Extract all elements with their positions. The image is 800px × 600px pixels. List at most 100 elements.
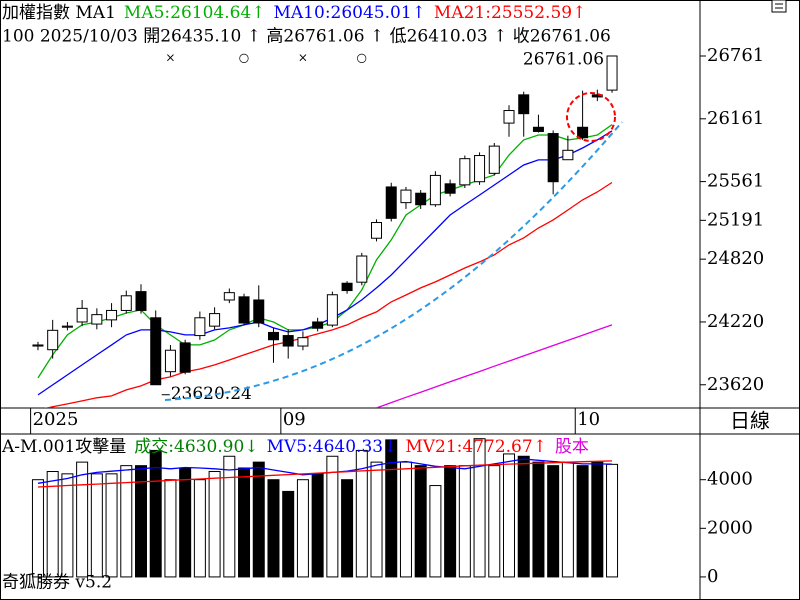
volume-bar xyxy=(135,465,147,578)
y-tick-label: 4000 xyxy=(707,469,753,490)
candle-body xyxy=(282,335,294,347)
candle-body xyxy=(518,94,530,115)
moving-average xyxy=(43,181,613,408)
window-button[interactable] xyxy=(771,0,787,13)
annotation: 26761.06 xyxy=(523,49,604,69)
volume-bar xyxy=(267,479,280,578)
signal: ○ xyxy=(357,51,367,65)
legend-entry: MA5:26104.64 xyxy=(124,3,251,23)
volume-bar xyxy=(311,473,324,578)
volume-bar xyxy=(444,465,457,578)
volume-bar xyxy=(591,461,604,578)
signal: × xyxy=(165,51,175,65)
x-tick-label: 10 xyxy=(577,409,600,430)
legend-entry: 股本 xyxy=(555,437,589,457)
volume-bar xyxy=(341,479,354,578)
drawings xyxy=(164,92,623,401)
candle-body xyxy=(135,291,147,311)
legend-entry: MV5:4640.33 xyxy=(267,437,384,457)
candle-body xyxy=(488,145,500,174)
candle-body xyxy=(341,282,353,292)
y-tick-label: 0 xyxy=(707,566,718,587)
volume-bar xyxy=(252,461,265,578)
volume-bar xyxy=(120,465,133,578)
y-tick-label: 2000 xyxy=(707,517,753,538)
candle-body xyxy=(47,329,59,351)
candle-body xyxy=(503,110,515,124)
annotation: 23620.24 xyxy=(171,384,252,404)
candle-body xyxy=(76,307,88,323)
candle-body xyxy=(532,126,544,132)
y-tick-label: 25561 xyxy=(707,171,764,192)
volume-bar xyxy=(90,473,103,578)
y-tick-label: 24820 xyxy=(707,248,764,269)
volume-bar xyxy=(296,479,309,578)
volume-bar xyxy=(532,461,545,578)
candle-body xyxy=(209,313,221,327)
volume-bar xyxy=(399,461,412,578)
candle-body xyxy=(91,314,103,325)
volume-bar xyxy=(208,471,221,578)
legend-entry: MV21:4772.67 xyxy=(405,437,532,457)
y-tick-label: 23620 xyxy=(707,374,764,395)
candle-body xyxy=(474,155,486,183)
candle-body xyxy=(312,321,324,329)
volume-bar xyxy=(179,467,192,578)
axes: 2025 09 10 26761 26161 25561 25191 24820 24220 23… xyxy=(30,45,764,587)
candle-body xyxy=(415,192,427,206)
candle-body xyxy=(444,183,456,194)
candle-body xyxy=(400,189,412,204)
volume-bar xyxy=(606,463,619,578)
volume-bar xyxy=(561,461,574,578)
candle-body xyxy=(253,299,265,324)
x-tick-label: 2025 xyxy=(33,409,79,430)
legend-entry: MA21:25552.59 xyxy=(434,3,572,23)
volume-bar xyxy=(355,449,368,578)
header-title: A-M.001攻擊量 xyxy=(1,437,126,457)
volume-bar xyxy=(46,471,59,578)
volume-bar xyxy=(503,453,515,578)
volume-bar xyxy=(370,461,383,578)
candle-body xyxy=(32,344,44,347)
headers: 加權指數 MA1 MA5:26104.64↑ MA10:26045.01↑ MA21:… xyxy=(1,3,611,457)
volume-bar xyxy=(223,455,236,578)
legend-arrow: ↓ xyxy=(383,437,397,457)
volume-bar xyxy=(105,473,118,578)
candle-body xyxy=(606,55,618,91)
moving-average xyxy=(37,124,613,379)
x-tick-label: 09 xyxy=(283,409,306,430)
candle-body xyxy=(385,186,397,219)
candle-body xyxy=(179,342,191,373)
candle-body xyxy=(562,149,574,161)
volume-average xyxy=(37,460,613,488)
legend-arrow: ↑ xyxy=(412,3,426,23)
candle-body xyxy=(164,349,176,373)
volume-bar xyxy=(473,438,486,578)
volume-bar xyxy=(164,479,177,578)
candle-body xyxy=(459,158,471,186)
candle-body xyxy=(150,317,162,386)
candle-body xyxy=(223,292,235,301)
volume-bar xyxy=(326,455,339,578)
header-title: 加權指數 MA1 xyxy=(2,3,116,23)
legend-entry: 成交:4630.90 xyxy=(134,437,244,457)
candle-body xyxy=(356,255,368,283)
volume-bar xyxy=(429,485,442,578)
moving-average xyxy=(376,324,613,408)
volume-bar xyxy=(385,439,398,578)
volume-bar xyxy=(576,465,589,578)
candle-body xyxy=(106,309,118,321)
volume-bar xyxy=(193,479,206,578)
candle-body xyxy=(194,317,206,337)
volume-bar xyxy=(414,465,427,578)
volume-bar xyxy=(517,455,530,578)
signal: ○ xyxy=(239,51,249,65)
y-tick-label: 26761 xyxy=(707,45,764,66)
legend-arrow: ↑ xyxy=(533,437,547,457)
highlight-circle xyxy=(566,92,616,142)
volume-bar xyxy=(547,465,560,578)
candle-body xyxy=(267,331,279,341)
volume-header: A-M.001攻擊量 成交:4630.90↓ MV5:4640.33↓ MV21:47… xyxy=(1,437,589,457)
volume-bar xyxy=(61,473,74,578)
